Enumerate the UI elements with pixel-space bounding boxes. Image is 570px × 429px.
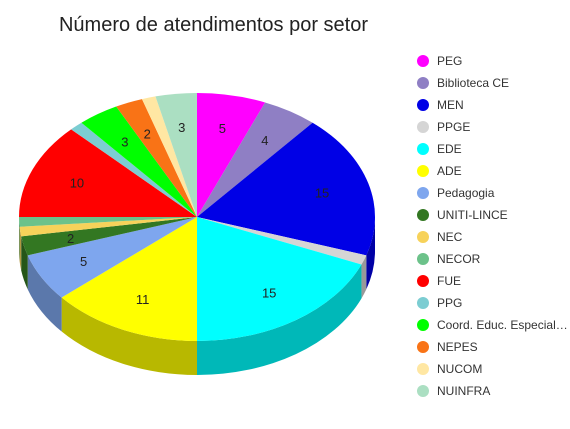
chart-title: Número de atendimentos por setor xyxy=(58,14,369,36)
slice-value-label: 3 xyxy=(121,135,128,150)
pie-top-layer xyxy=(19,93,376,341)
slice-nuinfra[interactable] xyxy=(155,93,197,217)
legend-item-necor[interactable]: NECOR xyxy=(417,252,481,266)
slice-uniti-lince[interactable] xyxy=(21,217,198,256)
slice-value-label: 15 xyxy=(262,285,276,300)
slice-value-label: 3 xyxy=(178,120,185,135)
legend-label: NEC xyxy=(437,230,463,244)
legend-label: ADE xyxy=(437,164,462,178)
legend-label: UNITI-LINCE xyxy=(437,208,508,222)
legend-item-nepes[interactable]: NEPES xyxy=(417,340,478,354)
slice-pedagogia[interactable] xyxy=(27,217,197,298)
legend-label: NUINFRA xyxy=(437,384,490,398)
legend-label: Coord. Educ. Especial… xyxy=(437,318,568,332)
legend-swatch xyxy=(417,319,429,331)
legend-label: PPGE xyxy=(437,120,470,134)
slice-men[interactable] xyxy=(197,122,376,256)
legend-swatch xyxy=(417,99,429,111)
legend-label: PPG xyxy=(437,296,462,310)
legend-swatch xyxy=(417,231,429,243)
slice-ppg[interactable] xyxy=(71,122,197,217)
legend: PEG Biblioteca CE MEN PPGE EDE ADE Pedagogia UN… xyxy=(417,54,568,398)
legend-item-biblioteca-ce[interactable]: Biblioteca CE xyxy=(417,76,509,90)
legend-item-coord-educ-especial[interactable]: Coord. Educ. Especial… xyxy=(417,318,568,332)
slice-peg[interactable] xyxy=(197,93,266,217)
legend-item-uniti-lince[interactable]: UNITI-LINCE xyxy=(417,208,508,222)
legend-item-ppg[interactable]: PPG xyxy=(417,296,462,310)
legend-item-ede[interactable]: EDE xyxy=(417,142,462,156)
legend-swatch xyxy=(417,253,429,265)
legend-label: Biblioteca CE xyxy=(437,76,509,90)
legend-item-ppge[interactable]: PPGE xyxy=(417,120,470,134)
legend-label: PEG xyxy=(437,54,462,68)
slice-nucom[interactable] xyxy=(141,96,197,217)
legend-swatch xyxy=(417,77,429,89)
legend-swatch xyxy=(417,187,429,199)
legend-swatch xyxy=(417,341,429,353)
legend-label: NUCOM xyxy=(437,362,482,376)
legend-item-men[interactable]: MEN xyxy=(417,98,464,112)
slice-ppge[interactable] xyxy=(197,217,367,265)
slice-side-men xyxy=(366,217,375,290)
slice-nec[interactable] xyxy=(19,217,198,237)
legend-item-nec[interactable]: NEC xyxy=(417,230,463,244)
slice-necor[interactable] xyxy=(19,217,197,227)
slice-side-necor xyxy=(19,217,20,261)
slice-value-label: 2 xyxy=(67,231,74,246)
legend-swatch xyxy=(417,385,429,397)
slice-side-uniti-lince xyxy=(21,236,28,290)
legend-swatch xyxy=(417,121,429,133)
slice-side-nec xyxy=(19,226,22,271)
legend-label: NECOR xyxy=(437,252,481,266)
slice-biblioteca-ce[interactable] xyxy=(197,102,313,217)
legend-label: MEN xyxy=(437,98,464,112)
legend-label: EDE xyxy=(437,142,462,156)
slice-coord-educ-especial[interactable] xyxy=(81,106,197,217)
legend-label: Pedagogia xyxy=(437,186,495,200)
legend-swatch xyxy=(417,275,429,287)
slice-value-label: 4 xyxy=(261,133,268,148)
legend-item-ade[interactable]: ADE xyxy=(417,164,462,178)
legend-item-pedagogia[interactable]: Pedagogia xyxy=(417,186,495,200)
slice-nepes[interactable] xyxy=(116,99,197,217)
slice-fue[interactable] xyxy=(19,129,197,217)
legend-swatch xyxy=(417,55,429,67)
slice-value-label: 2 xyxy=(144,126,151,141)
legend-label: FUE xyxy=(437,274,461,288)
legend-swatch xyxy=(417,165,429,177)
legend-item-fue[interactable]: FUE xyxy=(417,274,461,288)
slice-value-label: 15 xyxy=(315,185,329,200)
legend-swatch xyxy=(417,363,429,375)
legend-swatch xyxy=(417,143,429,155)
slice-ade[interactable] xyxy=(61,217,198,341)
slice-ede[interactable] xyxy=(197,217,362,341)
legend-swatch xyxy=(417,209,429,221)
slice-side-ade xyxy=(61,297,198,375)
legend-label: NEPES xyxy=(437,340,478,354)
slice-value-label: 11 xyxy=(136,292,150,307)
slice-side-ppge xyxy=(361,255,367,299)
legend-swatch xyxy=(417,297,429,309)
legend-item-nucom[interactable]: NUCOM xyxy=(417,362,482,376)
pie-depth-layer xyxy=(19,217,375,375)
slice-value-label: 10 xyxy=(70,175,84,190)
legend-item-peg[interactable]: PEG xyxy=(417,54,462,68)
slice-side-ede xyxy=(197,264,362,375)
slice-value-label: 5 xyxy=(80,254,87,269)
slice-side-pedagogia xyxy=(27,255,62,332)
legend-item-nuinfra[interactable]: NUINFRA xyxy=(417,384,490,398)
slice-value-label: 5 xyxy=(219,121,226,136)
